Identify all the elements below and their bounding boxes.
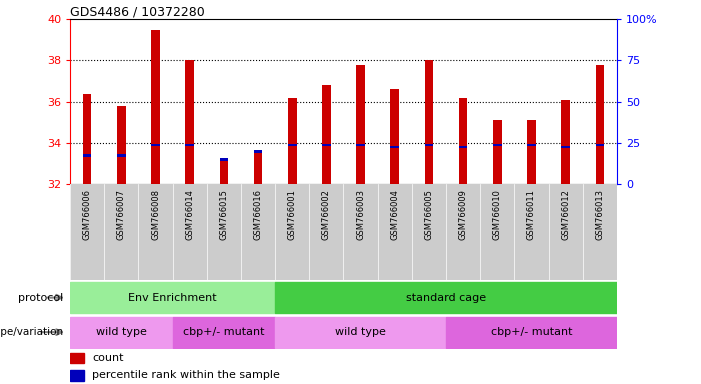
Text: GSM766001: GSM766001 (287, 189, 297, 240)
Bar (117, 106, 125, 184)
Text: protocol: protocol (18, 293, 63, 303)
Bar (390, 146, 399, 148)
Bar (207, 184, 241, 280)
Bar (70, 353, 84, 363)
Bar (596, 65, 604, 184)
Text: GDS4486 / 10372280: GDS4486 / 10372280 (70, 5, 205, 18)
Bar (322, 85, 331, 184)
Bar (562, 146, 570, 148)
Text: cbp+/- mutant: cbp+/- mutant (183, 327, 265, 337)
Text: GSM766002: GSM766002 (322, 189, 331, 240)
Bar (309, 184, 343, 280)
Bar (70, 316, 172, 348)
Text: GSM766003: GSM766003 (356, 189, 365, 240)
Bar (596, 144, 604, 146)
Bar (151, 30, 160, 184)
Text: GSM766015: GSM766015 (219, 189, 229, 240)
Bar (493, 144, 501, 146)
Bar (254, 151, 262, 184)
Bar (241, 184, 275, 280)
Bar (139, 184, 172, 280)
Bar (172, 316, 275, 348)
Text: GSM766005: GSM766005 (424, 189, 433, 240)
Bar (378, 184, 412, 280)
Text: count: count (92, 353, 123, 363)
Text: GSM766009: GSM766009 (458, 189, 468, 240)
Text: percentile rank within the sample: percentile rank within the sample (92, 370, 280, 381)
Bar (549, 184, 583, 280)
Text: GSM766016: GSM766016 (254, 189, 263, 240)
Bar (83, 154, 91, 157)
Bar (356, 65, 365, 184)
Bar (186, 61, 194, 184)
Bar (459, 98, 468, 184)
Text: cbp+/- mutant: cbp+/- mutant (491, 327, 572, 337)
Text: genotype/variation: genotype/variation (0, 327, 63, 337)
Bar (390, 89, 399, 184)
Bar (70, 370, 84, 381)
Bar (288, 98, 297, 184)
Bar (480, 184, 515, 280)
Bar (219, 159, 228, 184)
Text: wild type: wild type (96, 327, 147, 337)
Text: GSM766007: GSM766007 (117, 189, 126, 240)
Bar (70, 184, 104, 280)
Bar (527, 144, 536, 146)
Bar (70, 282, 275, 313)
Bar (104, 184, 138, 280)
Bar (343, 184, 378, 280)
Bar (288, 144, 297, 146)
Text: standard cage: standard cage (406, 293, 486, 303)
Bar (412, 184, 446, 280)
Bar (493, 120, 501, 184)
Text: GSM766011: GSM766011 (527, 189, 536, 240)
Bar (322, 144, 331, 146)
Text: GSM766004: GSM766004 (390, 189, 400, 240)
Text: GSM766006: GSM766006 (83, 189, 92, 240)
Text: wild type: wild type (335, 327, 386, 337)
Bar (219, 158, 228, 161)
Text: GSM766008: GSM766008 (151, 189, 160, 240)
Bar (172, 184, 207, 280)
Bar (275, 282, 617, 313)
Bar (254, 150, 262, 152)
Bar (117, 154, 125, 157)
Bar (151, 144, 160, 146)
Bar (275, 184, 309, 280)
Text: GSM766010: GSM766010 (493, 189, 502, 240)
Text: GSM766013: GSM766013 (595, 189, 604, 240)
Bar (515, 184, 549, 280)
Bar (527, 120, 536, 184)
Text: GSM766014: GSM766014 (185, 189, 194, 240)
Bar (425, 61, 433, 184)
Bar (356, 144, 365, 146)
Bar (83, 94, 91, 184)
Bar (446, 316, 617, 348)
Bar (275, 316, 446, 348)
Bar (562, 100, 570, 184)
Bar (446, 184, 480, 280)
Bar (583, 184, 617, 280)
Text: Env Enrichment: Env Enrichment (128, 293, 217, 303)
Text: GSM766012: GSM766012 (561, 189, 570, 240)
Bar (425, 144, 433, 146)
Bar (459, 146, 468, 148)
Bar (186, 144, 194, 146)
